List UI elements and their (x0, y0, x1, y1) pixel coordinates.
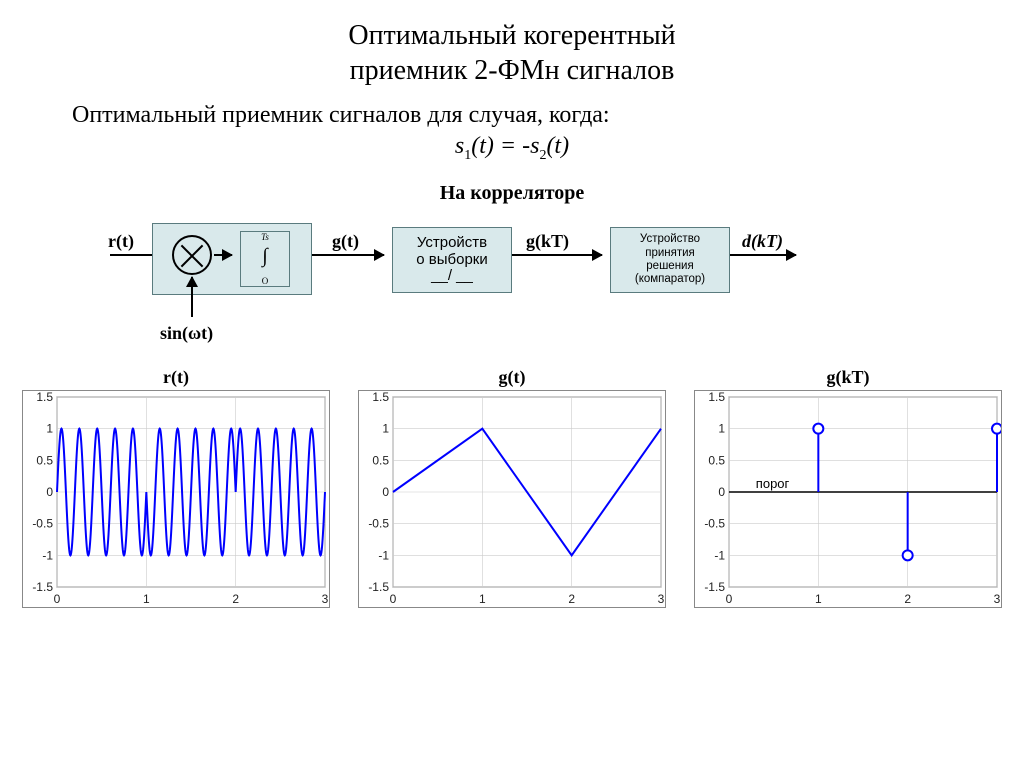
sampler-line1: Устройств (393, 235, 511, 252)
svg-text:0.5: 0.5 (708, 453, 725, 467)
plot-gt-title: g(t) (358, 367, 666, 390)
block-diagram: r(t) Ts ∫ O sin(ωt) g(t) Устройств о выб… (102, 215, 922, 365)
svg-text:3: 3 (658, 592, 665, 606)
svg-text:1: 1 (718, 421, 725, 435)
integrator-lower: O (241, 276, 289, 286)
svg-text:1: 1 (46, 421, 53, 435)
svg-text:1: 1 (815, 592, 822, 606)
svg-text:1: 1 (382, 421, 389, 435)
plot-gt: -1.5 -1 -0.5 0 0.5 1 1.5 0 1 2 3 (358, 390, 666, 608)
sampler-line3: __/ __ (393, 268, 511, 285)
plots-row: r(t) -1.5-1-0.500.511.50123 g(t) -1.5-1-… (0, 367, 1024, 613)
svg-text:0: 0 (390, 592, 397, 606)
arrow-dkT (730, 254, 796, 256)
integrator-block: Ts ∫ O (240, 231, 290, 287)
equation: s1(t) = -s2(t) (0, 129, 1024, 164)
svg-text:-0.5: -0.5 (704, 516, 725, 530)
sampler-line2: о выборки (393, 252, 511, 269)
label-sin: sin(ωt) (160, 323, 213, 344)
svg-text:-1.5: -1.5 (368, 580, 389, 594)
svg-text:1.5: 1.5 (708, 390, 725, 404)
svg-text:3: 3 (994, 592, 1001, 606)
svg-text:2: 2 (568, 592, 575, 606)
svg-text:-1: -1 (378, 548, 389, 562)
label-dkT: d(kT) (742, 231, 783, 252)
svg-text:-1: -1 (42, 548, 53, 562)
multiplier-icon (172, 235, 212, 275)
decider-line2: принятия (611, 247, 729, 260)
svg-text:-0.5: -0.5 (368, 516, 389, 530)
svg-text:0.5: 0.5 (372, 453, 389, 467)
label-rt: r(t) (108, 231, 134, 252)
svg-text:0.5: 0.5 (36, 453, 53, 467)
arrow-sin (191, 277, 193, 317)
svg-text:0: 0 (382, 485, 389, 499)
svg-text:0: 0 (54, 592, 61, 606)
svg-text:-1: -1 (714, 548, 725, 562)
svg-text:1: 1 (479, 592, 486, 606)
plot-gkT-title: g(kT) (694, 367, 1002, 390)
svg-text:1.5: 1.5 (372, 390, 389, 404)
svg-text:2: 2 (904, 592, 911, 606)
svg-text:0: 0 (718, 485, 725, 499)
decider-line4: (компаратор) (611, 273, 729, 286)
arrow-mult-int (214, 254, 232, 256)
sampler-block: Устройств о выборки __/ __ (392, 227, 512, 293)
integrator-symbol: ∫ (262, 245, 267, 267)
svg-text:1.5: 1.5 (36, 390, 53, 404)
svg-text:0: 0 (46, 485, 53, 499)
decider-block: Устройство принятия решения (компаратор) (610, 227, 730, 293)
title-line1: Оптимальный когерентный (348, 20, 675, 51)
decider-line1: Устройство (611, 233, 729, 246)
svg-text:0: 0 (726, 592, 733, 606)
svg-text:1: 1 (143, 592, 150, 606)
arrow-gt (312, 254, 384, 256)
integrator-upper: Ts (241, 232, 289, 242)
label-gkT: g(kT) (526, 231, 569, 252)
svg-text:-1.5: -1.5 (704, 580, 725, 594)
subtitle: Оптимальный приемник сигналов для случая… (0, 88, 1024, 129)
svg-text:2: 2 (232, 592, 239, 606)
page-title: Оптимальный когерентный приемник 2-ФМн с… (0, 0, 1024, 88)
plot-gkT: -1.5 -1 -0.5 0 0.5 1 1.5 0 1 2 3 порог (694, 390, 1002, 608)
plot-rt: -1.5 -1 -0.5 0 0.5 1 1.5 0 1 2 3 (22, 390, 330, 608)
section-label: На корреляторе (0, 164, 1024, 205)
plot-rt-title: r(t) (22, 367, 330, 390)
decider-line3: решения (611, 260, 729, 273)
label-gt: g(t) (332, 231, 359, 252)
title-line2: приемник 2-ФМн сигналов (350, 55, 675, 86)
svg-text:-0.5: -0.5 (32, 516, 53, 530)
arrow-gkT (512, 254, 602, 256)
svg-text:3: 3 (322, 592, 329, 606)
svg-text:-1.5: -1.5 (32, 580, 53, 594)
svg-text:порог: порог (756, 476, 790, 491)
